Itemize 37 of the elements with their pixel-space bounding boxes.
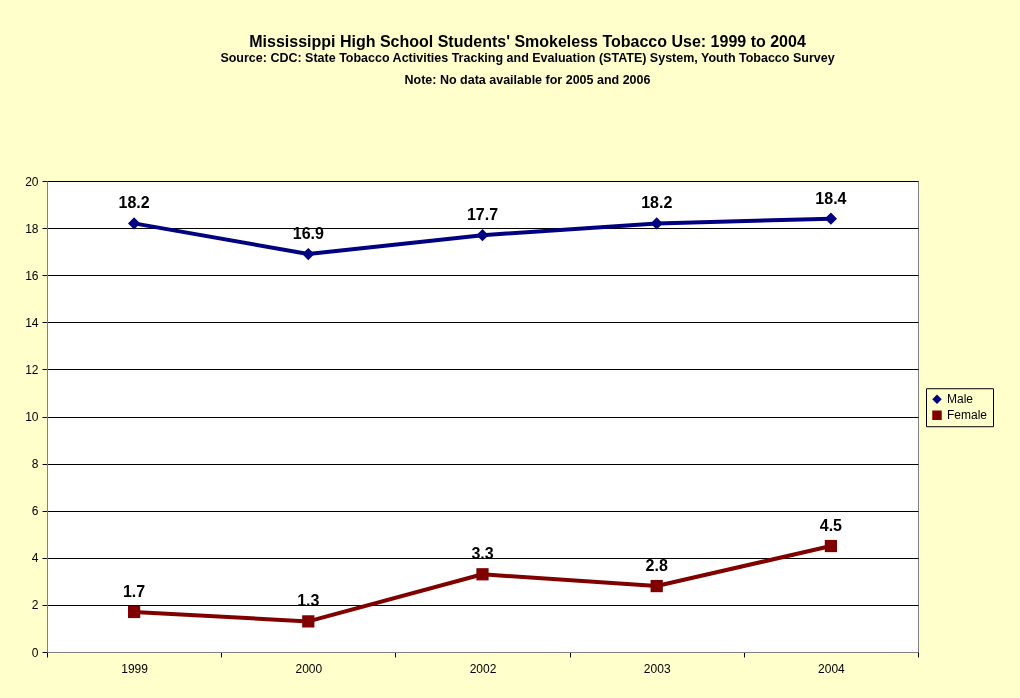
- data-label: 18.2: [641, 194, 673, 212]
- data-label: 2.8: [645, 557, 668, 575]
- point: [127, 217, 141, 230]
- x-tick-label: 2003: [643, 661, 671, 676]
- y-tick-label: 20: [25, 174, 39, 189]
- data-label: 4.5: [819, 517, 843, 535]
- point: [824, 539, 838, 553]
- point: [127, 605, 141, 619]
- y-tick-label: 14: [25, 315, 39, 330]
- data-label: 1.7: [122, 582, 146, 600]
- x-tick-label: 2000: [295, 661, 323, 676]
- data-label: 18.4: [815, 189, 847, 207]
- data-label: 17.7: [466, 206, 499, 224]
- y-tick-label: 0: [31, 645, 39, 660]
- chart-title: Mississippi High School Students' Smokeless Tobacco Use: 1999 to 2004: [249, 32, 806, 50]
- y-tick-label: 16: [25, 268, 39, 283]
- point: [476, 229, 489, 242]
- y-tick-label: 18: [25, 221, 39, 236]
- y-tick-label: 8: [31, 457, 39, 472]
- x-tick-label: 2002: [469, 661, 497, 676]
- y-tick-label: 4: [31, 551, 39, 566]
- y-tick-label: 2: [31, 598, 39, 613]
- y-tick-label: 10: [25, 410, 39, 424]
- legend-label: Male: [947, 392, 974, 407]
- text: Note: No data available for 2005 and 2006: [404, 72, 651, 87]
- point: [824, 212, 838, 225]
- data-label: 18.2: [118, 194, 150, 212]
- point: [476, 568, 489, 581]
- x-tick-label: 2004: [818, 661, 846, 676]
- point: [650, 579, 663, 593]
- x-tick-label: 1999: [121, 661, 149, 676]
- source-note: Source: CDC: State Tobacco Activities Tracking and Evaluation (STATE) System, Youth Tobacco Survey: [220, 50, 835, 65]
- y-tick-label: 6: [31, 504, 39, 519]
- y-tick-label: 12: [25, 362, 39, 377]
- point: [302, 247, 315, 261]
- legend-label: Female: [947, 408, 988, 423]
- point: [302, 615, 315, 628]
